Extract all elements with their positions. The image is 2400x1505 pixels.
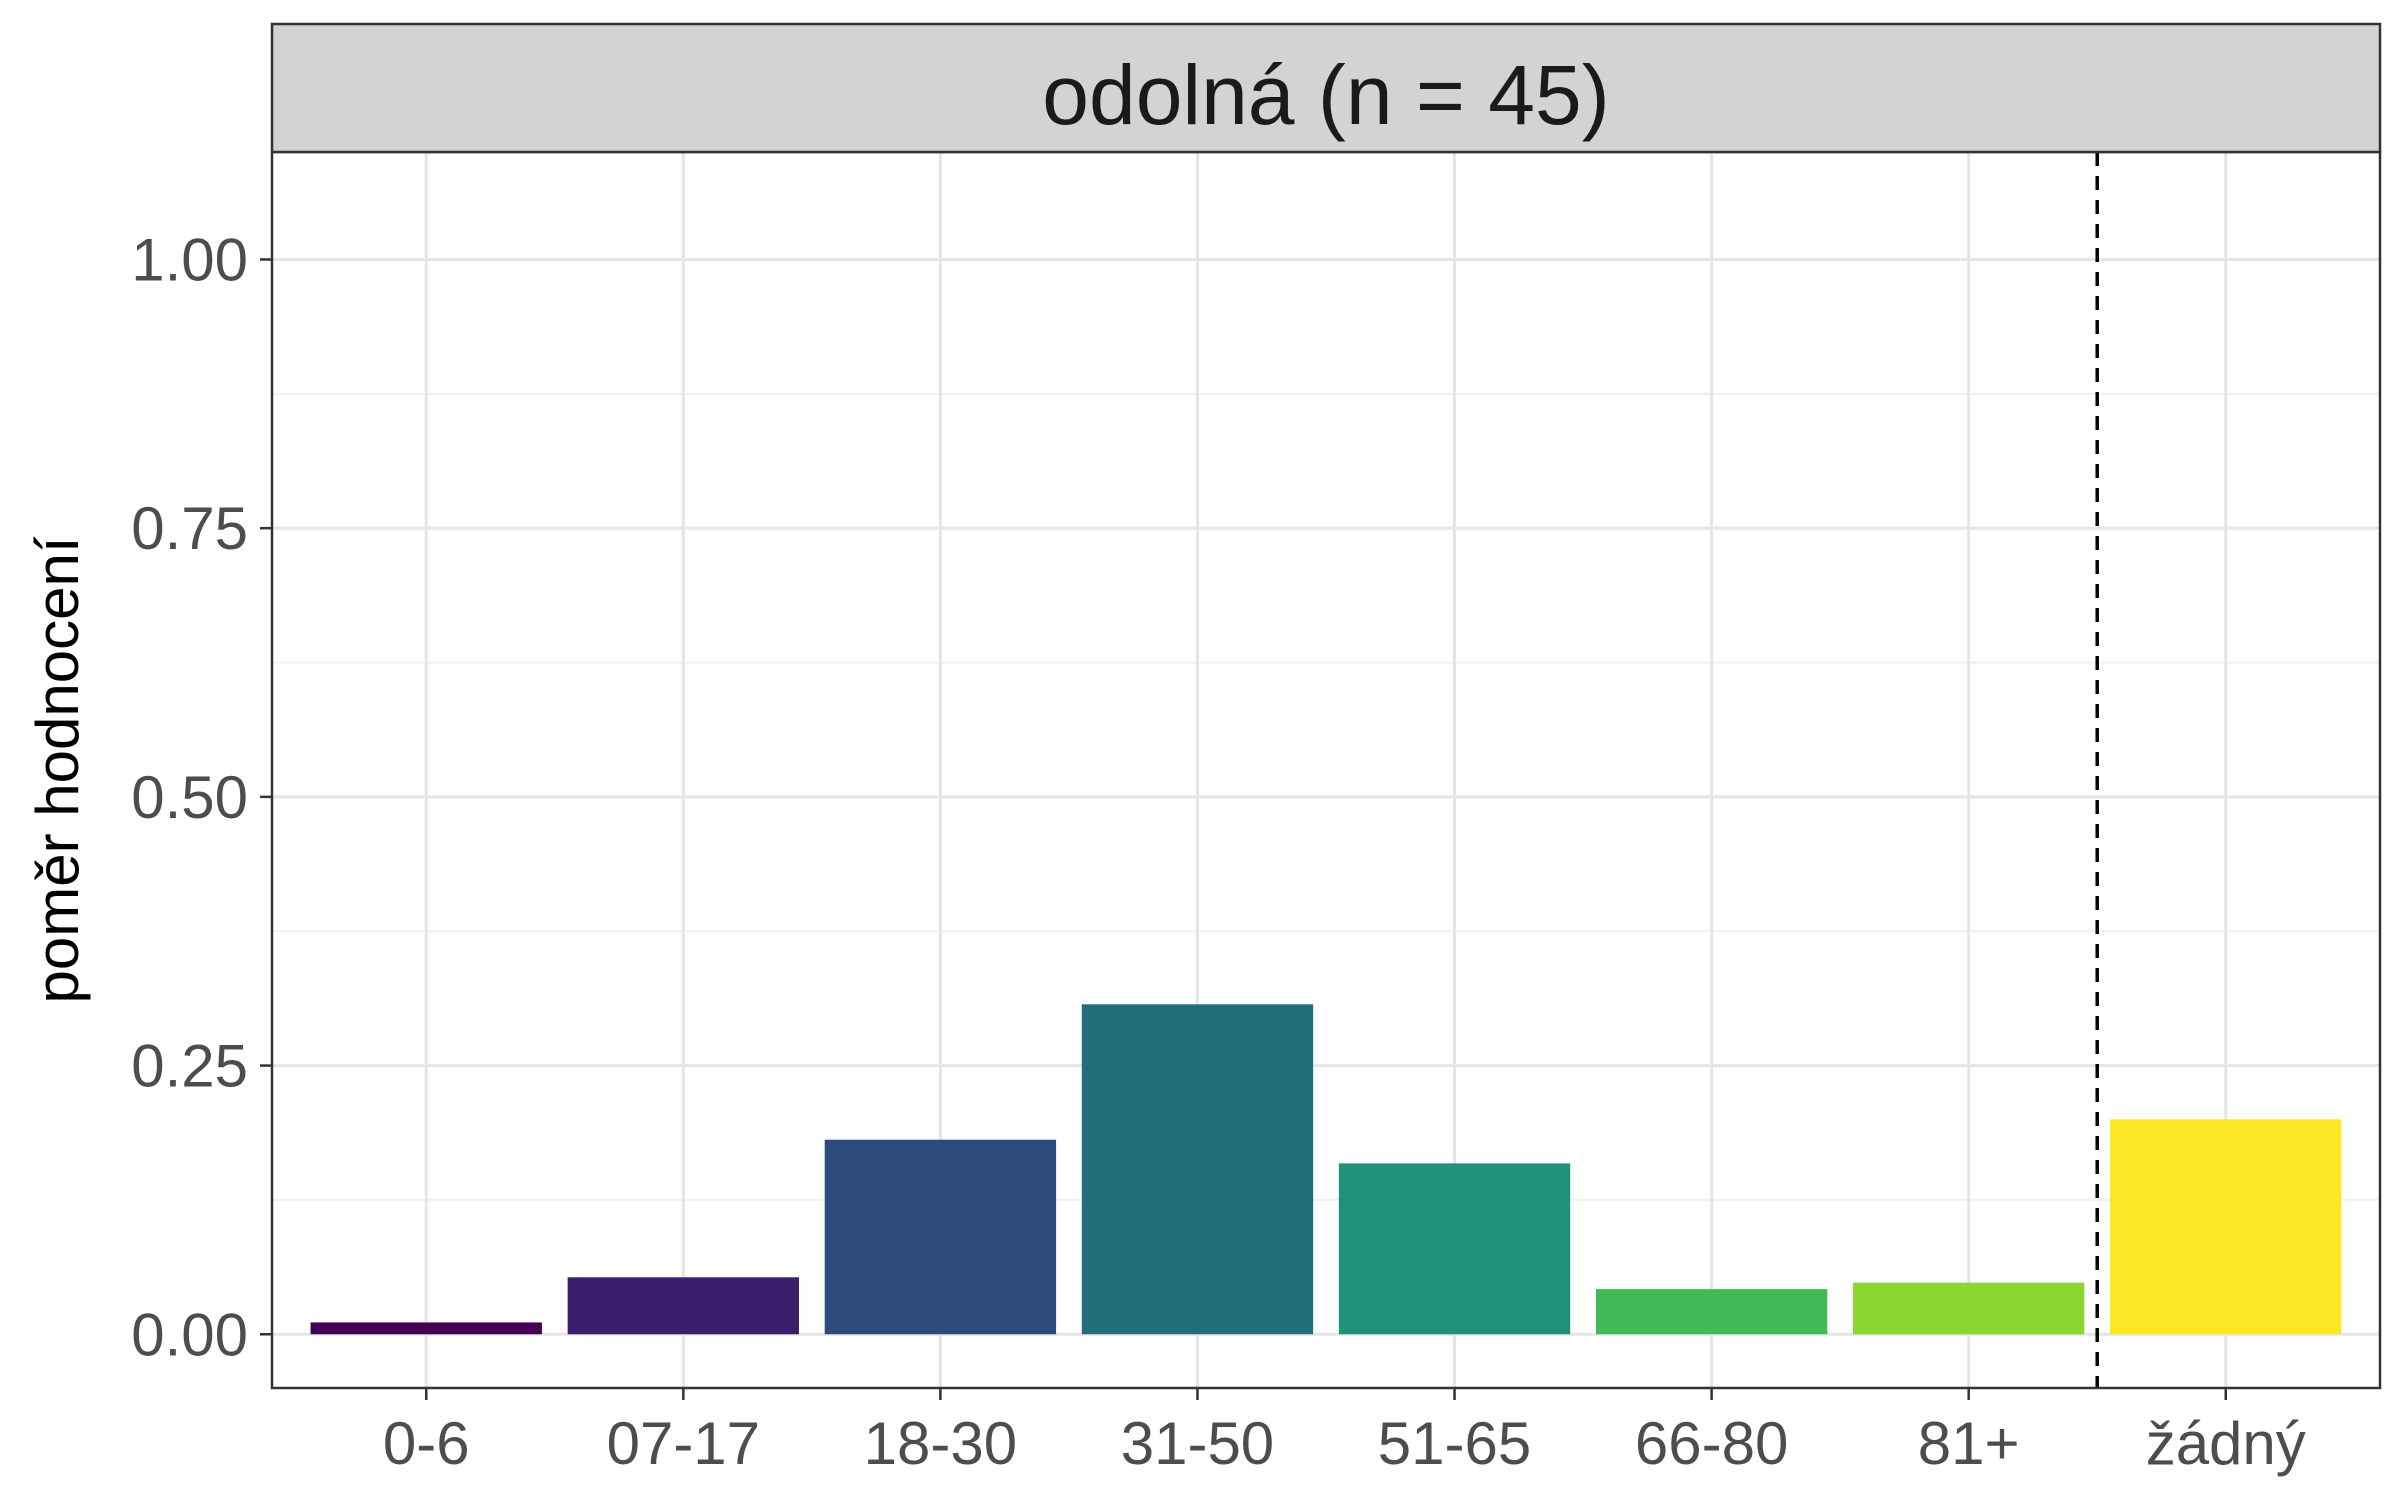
facet-strip bbox=[270, 22, 2382, 154]
y-tick-label: 0.00 bbox=[131, 1301, 248, 1368]
y-tick-label: 0.25 bbox=[131, 1033, 248, 1100]
y-axis: 0.00 0.25 0.50 0.75 1.00 bbox=[131, 226, 272, 1368]
x-tick-label: žádný bbox=[2146, 1410, 2306, 1477]
bar-81+ bbox=[1853, 1282, 2085, 1335]
bar-18-30 bbox=[824, 1139, 1057, 1335]
x-axis: 0-6 07-17 18-30 31-50 51-65 66-80 81+ žádný bbox=[383, 1388, 2306, 1477]
x-tick-label: 18-30 bbox=[864, 1410, 1017, 1477]
x-tick-label: 0-6 bbox=[383, 1410, 470, 1477]
x-tick-label: 51-65 bbox=[1378, 1410, 1531, 1477]
grid-lines bbox=[272, 152, 2380, 1388]
x-tick-label: 81+ bbox=[1918, 1410, 2020, 1477]
x-tick-label: 66-80 bbox=[1635, 1410, 1788, 1477]
y-tick-label: 0.75 bbox=[131, 495, 248, 562]
y-tick-label: 1.00 bbox=[131, 226, 248, 293]
bar-žádný bbox=[2110, 1119, 2342, 1335]
bars bbox=[310, 1004, 2342, 1335]
plot-background bbox=[272, 152, 2380, 1388]
bar-51-65 bbox=[1338, 1163, 1571, 1335]
x-tick-label: 07-17 bbox=[607, 1410, 760, 1477]
y-tick-label: 0.50 bbox=[131, 764, 248, 831]
y-axis-label: poměr hodnocení bbox=[24, 536, 91, 1003]
bar-07-17 bbox=[567, 1277, 799, 1335]
x-tick-label: 31-50 bbox=[1121, 1410, 1274, 1477]
bar-66-80 bbox=[1595, 1289, 1828, 1335]
chart-title: odolná (n = 45) bbox=[1042, 48, 1609, 142]
bar-31-50 bbox=[1081, 1004, 1314, 1335]
bar-0-6 bbox=[310, 1322, 542, 1335]
